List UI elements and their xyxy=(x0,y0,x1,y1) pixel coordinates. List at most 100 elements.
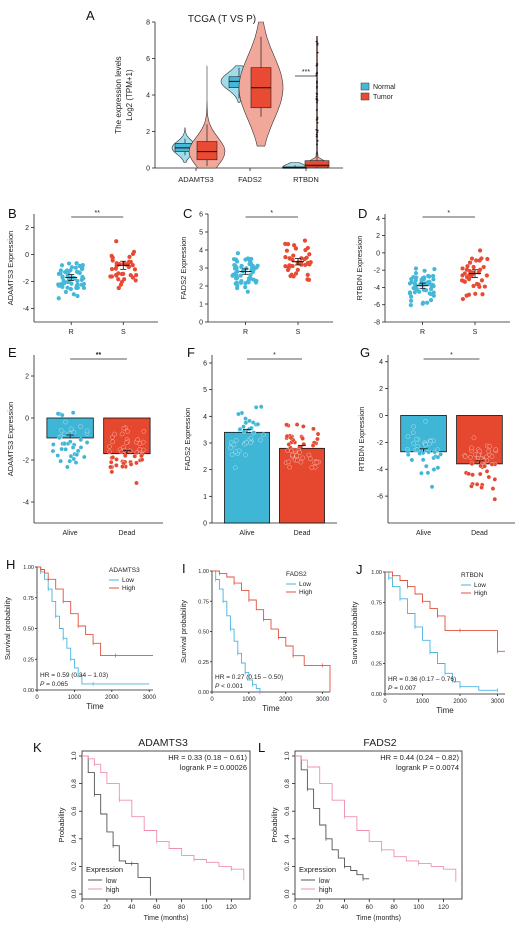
legend-title: ADAMTS3 xyxy=(109,567,140,574)
p-value-label: P = 0.007 xyxy=(388,685,416,692)
data-point xyxy=(121,426,127,431)
data-point xyxy=(409,294,414,299)
p-value: = 0.007 xyxy=(392,685,416,692)
p-value: = 0.065 xyxy=(44,681,68,688)
outlier-point xyxy=(316,51,319,54)
x-tick-label: S xyxy=(121,329,126,336)
outlier-point xyxy=(316,116,319,119)
data-point xyxy=(236,411,241,417)
data-point xyxy=(477,258,482,263)
y-axis-label: Probability xyxy=(57,807,66,842)
data-point xyxy=(243,285,248,290)
data-point xyxy=(234,265,239,270)
y-tick-label: -4 xyxy=(374,285,380,292)
data-point xyxy=(233,449,238,454)
panel-label: K xyxy=(33,740,42,755)
data-point xyxy=(310,443,316,448)
y-tick-label: 0.25 xyxy=(371,662,382,668)
x-tick-label: S xyxy=(473,329,478,336)
data-point xyxy=(459,278,465,283)
y-tick-label: 5 xyxy=(203,387,207,394)
x-axis-label: Time xyxy=(86,702,104,711)
y-tick-label: 0 xyxy=(199,320,203,327)
data-point xyxy=(109,469,115,475)
data-point xyxy=(477,284,482,289)
x-axis-label: Time (months) xyxy=(144,915,189,922)
data-point xyxy=(134,450,139,455)
significance-label: * xyxy=(270,210,273,217)
data-point xyxy=(490,486,496,491)
outlier-point xyxy=(316,43,319,46)
data-point xyxy=(432,267,437,272)
data-point xyxy=(65,464,70,470)
data-point xyxy=(253,280,259,285)
data-point xyxy=(71,456,77,462)
y-tick-label: -2 xyxy=(374,268,380,275)
data-point xyxy=(134,460,139,466)
data-point xyxy=(244,440,249,445)
data-point xyxy=(114,239,119,244)
data-point xyxy=(78,424,83,429)
data-point xyxy=(69,281,74,286)
y-tick-label: 3 xyxy=(203,441,207,448)
data-point xyxy=(314,460,320,465)
data-point xyxy=(127,254,132,259)
outlier-point xyxy=(316,71,319,74)
panel-label: C xyxy=(183,206,192,221)
data-point xyxy=(489,454,495,459)
data-point xyxy=(438,452,443,457)
data-point xyxy=(293,246,299,251)
legend-label: High xyxy=(474,590,488,597)
data-point xyxy=(233,281,238,286)
data-point xyxy=(480,292,485,297)
data-point xyxy=(421,300,426,305)
data-point xyxy=(55,411,61,416)
data-point xyxy=(131,249,137,254)
data-point xyxy=(248,440,253,446)
significance-label: *** xyxy=(302,69,310,76)
y-tick-label: 0.6 xyxy=(284,806,291,815)
survival-curve xyxy=(82,755,245,881)
data-point xyxy=(247,418,252,424)
data-point xyxy=(286,459,292,465)
data-point xyxy=(243,452,248,458)
data-point xyxy=(72,276,77,281)
data-point xyxy=(74,261,79,266)
data-point xyxy=(107,444,112,449)
data-point xyxy=(427,291,432,296)
panel-label: D xyxy=(358,206,367,221)
data-point xyxy=(233,257,239,262)
x-tick-label: 3000 xyxy=(316,697,330,703)
x-tick-label: Dead xyxy=(471,530,488,537)
outlier-point xyxy=(316,118,319,121)
x-tick-label: ADAMTS3 xyxy=(178,175,213,184)
data-point xyxy=(306,452,312,458)
data-point xyxy=(409,276,414,282)
data-point xyxy=(55,453,61,458)
data-point xyxy=(73,460,79,465)
data-point xyxy=(135,437,140,442)
data-point xyxy=(492,477,498,482)
x-tick-label: R xyxy=(243,329,248,336)
data-point xyxy=(233,276,239,281)
data-point xyxy=(473,291,478,296)
data-point xyxy=(294,422,300,427)
box xyxy=(196,141,218,161)
data-point xyxy=(81,285,87,291)
outlier-point xyxy=(315,143,318,146)
x-tick-label: S xyxy=(296,329,301,336)
x-tick-label: Dead xyxy=(119,530,136,537)
outlier-point xyxy=(316,101,318,104)
data-point xyxy=(110,255,115,260)
y-tick-label: 0.00 xyxy=(23,688,34,694)
y-tick-label: 1.00 xyxy=(371,570,382,576)
y-tick-label: 0 xyxy=(25,416,29,423)
data-point xyxy=(425,470,431,476)
data-point xyxy=(413,271,419,276)
data-point xyxy=(237,427,243,432)
data-point xyxy=(412,290,417,295)
data-point xyxy=(428,297,434,303)
data-point xyxy=(290,452,295,458)
data-point xyxy=(60,274,65,279)
data-point xyxy=(470,472,475,478)
